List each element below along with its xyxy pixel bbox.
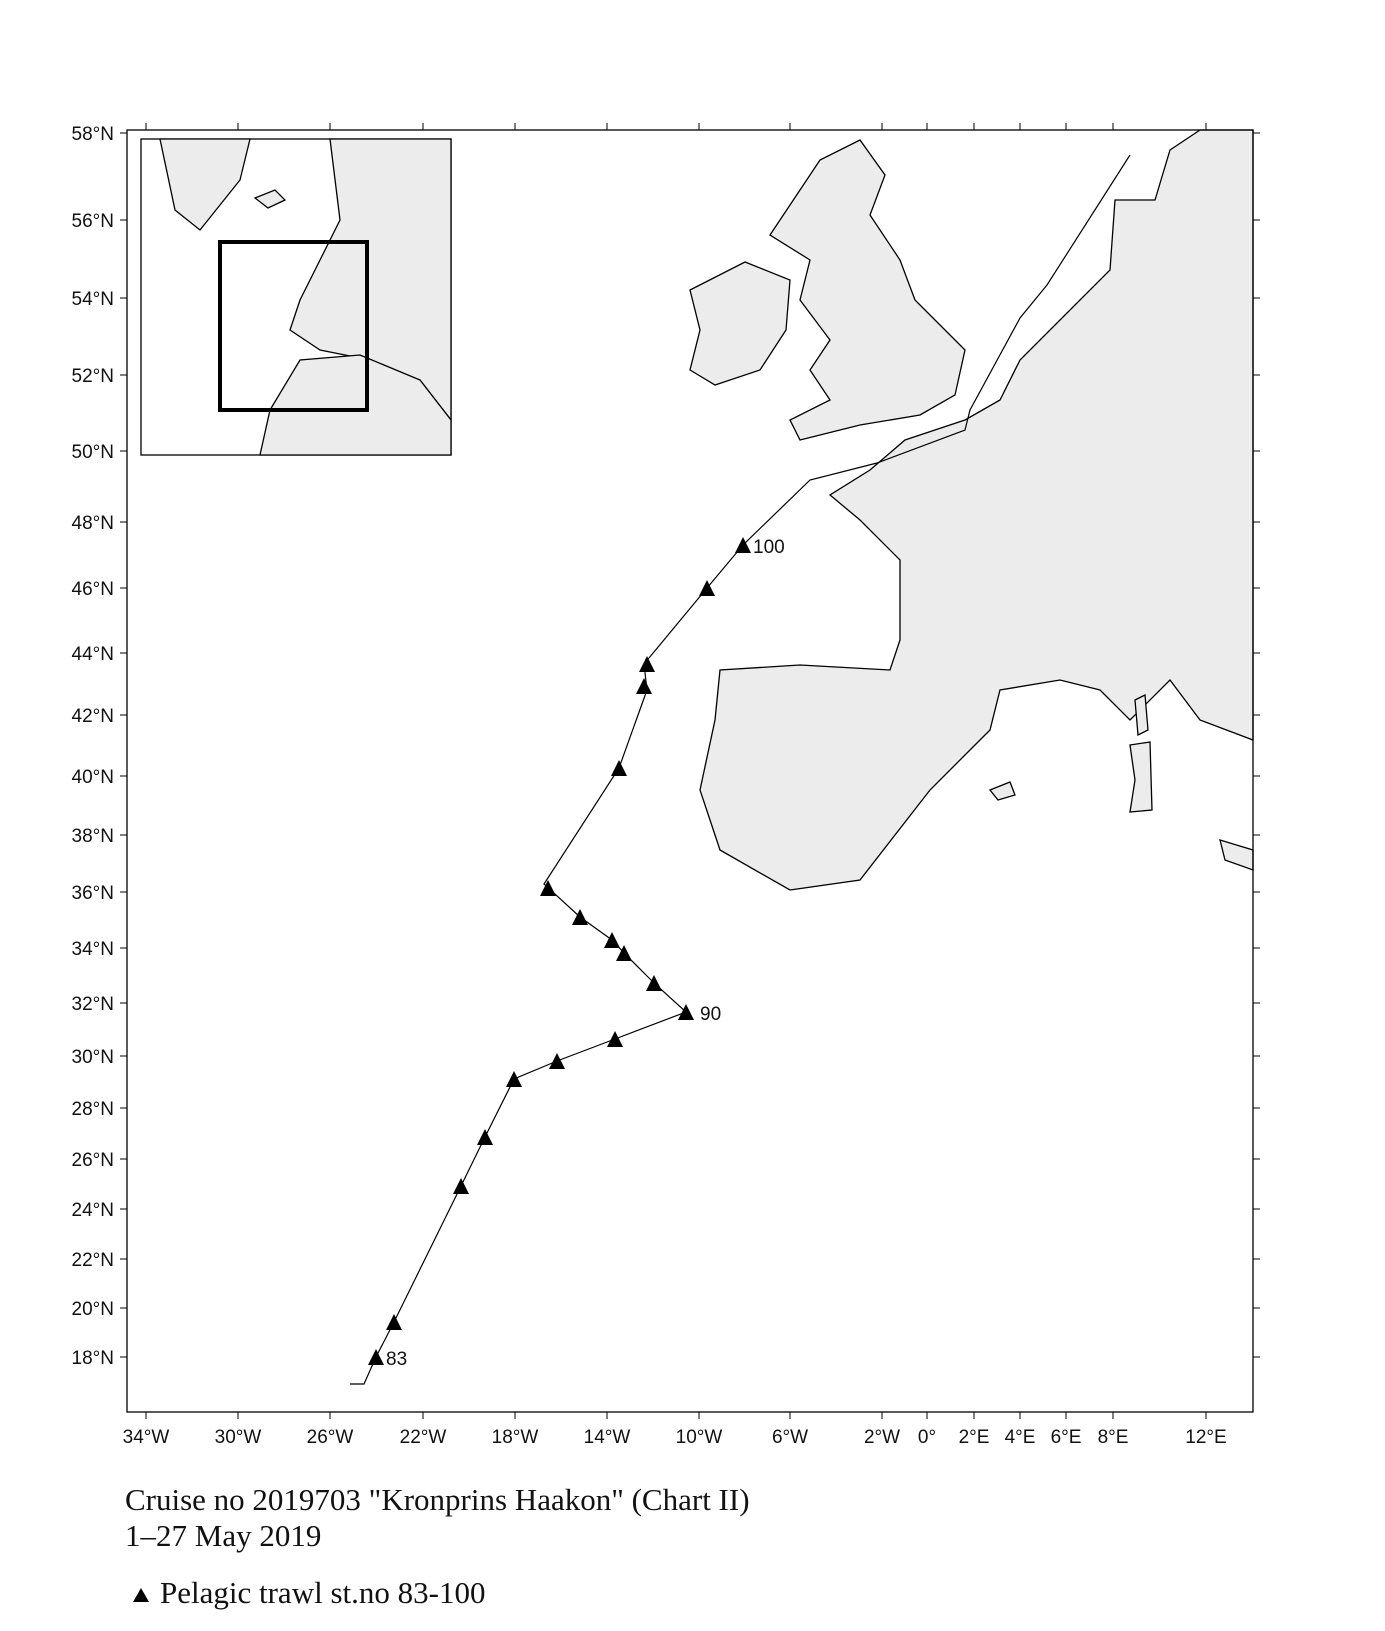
lat-label: 32°N [72, 994, 114, 1015]
ireland [689, 261, 791, 386]
sardinia [1129, 741, 1153, 813]
lon-label: 6°E [1051, 1427, 1082, 1448]
inset-greenland [159, 138, 251, 231]
lat-label: 18°N [72, 1348, 114, 1369]
station-marker [636, 678, 652, 694]
lat-label: 28°N [72, 1099, 114, 1120]
station-marker [506, 1071, 522, 1087]
lon-label: 8°E [1098, 1427, 1129, 1448]
station-marker [572, 909, 588, 925]
lon-label: 22°W [400, 1427, 447, 1448]
lon-label: 18°W [492, 1427, 539, 1448]
balearic [988, 781, 1016, 801]
station-marker [699, 580, 715, 596]
lon-label: 30°W [215, 1427, 262, 1448]
lat-label: 30°N [72, 1047, 114, 1068]
continent [699, 129, 1254, 891]
lat-label: 56°N [72, 211, 114, 232]
inset-africa [259, 354, 452, 456]
station-marker [616, 945, 632, 961]
station-marker [549, 1053, 565, 1069]
lat-label: 44°N [72, 644, 114, 665]
lat-label: 22°N [72, 1250, 114, 1271]
station-marker [604, 932, 620, 948]
inset-iceland [253, 189, 287, 209]
lat-label: 36°N [72, 883, 114, 904]
africa [1219, 839, 1254, 871]
station-marker [368, 1349, 384, 1365]
station-marker [386, 1314, 402, 1330]
station-marker [678, 1004, 694, 1020]
lat-label: 46°N [72, 579, 114, 600]
lat-label: 58°N [72, 124, 114, 145]
station-label: 100 [753, 537, 785, 558]
legend-label: Pelagic trawl st.no 83-100 [160, 1575, 485, 1610]
lon-label: 6°W [772, 1427, 808, 1448]
lat-label: 24°N [72, 1200, 114, 1221]
station-label: 83 [386, 1349, 407, 1370]
station-label: 90 [700, 1004, 721, 1025]
lon-label: 2°W [864, 1427, 900, 1448]
lon-label: 26°W [307, 1427, 354, 1448]
lon-label: 14°W [584, 1427, 631, 1448]
lat-label: 40°N [72, 767, 114, 788]
station-marker [639, 656, 655, 672]
lat-label: 50°N [72, 442, 114, 463]
inset-europe [289, 138, 452, 422]
station-marker [453, 1178, 469, 1194]
lat-label: 48°N [72, 513, 114, 534]
lon-label: 0° [918, 1427, 936, 1448]
inset-area-box [218, 240, 369, 412]
axes: 58°N 56°N 54°N 52°N 50°N 48°N 46°N 44°N 42°N 40°N… [72, 123, 1260, 1448]
lat-label: 54°N [72, 289, 114, 310]
lon-label: 4°E [1005, 1427, 1036, 1448]
corsica [1134, 693, 1149, 737]
legend-symbol [133, 1588, 149, 1602]
lon-label: 10°W [676, 1427, 723, 1448]
lat-label: 42°N [72, 706, 114, 727]
station-marker [540, 880, 556, 896]
lat-label: 26°N [72, 1150, 114, 1171]
station-marker [611, 760, 627, 776]
station-marker [607, 1031, 623, 1047]
lat-label: 52°N [72, 366, 114, 387]
map-frame [126, 129, 1254, 1413]
lon-label: 12°E [1185, 1427, 1226, 1448]
stations: 83 90 100 [368, 537, 785, 1370]
station-marker [646, 975, 662, 991]
great-britain [769, 139, 966, 441]
lon-label: 34°W [123, 1427, 170, 1448]
caption-line: 1–27 May 2019 [125, 1518, 321, 1553]
lat-label: 38°N [72, 826, 114, 847]
lon-label: 2°E [959, 1427, 990, 1448]
inset [140, 138, 452, 456]
lat-label: 34°N [72, 939, 114, 960]
station-marker [735, 537, 751, 553]
caption-line: Cruise no 2019703 "Kronprins Haakon" (Ch… [125, 1482, 750, 1517]
station-marker [477, 1129, 493, 1145]
land [689, 129, 1254, 891]
lat-label: 20°N [72, 1299, 114, 1320]
